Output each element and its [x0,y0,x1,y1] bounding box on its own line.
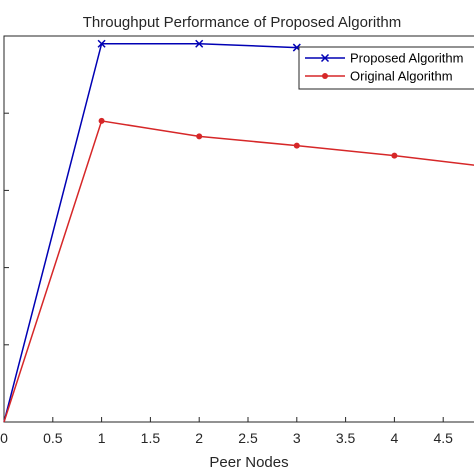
x-tick-label: 0 [0,430,8,446]
data-point [196,133,203,140]
x-tick-label: 3.5 [336,430,356,446]
chart-title: Throughput Performance of Proposed Algor… [83,14,402,31]
x-axis-ticks: 0 0.5 1 1.5 2 2.5 3 3.5 4 4.5 [0,417,453,446]
plot-frame [3,35,474,423]
legend-label: Proposed Algorithm [350,51,463,66]
data-point [391,152,398,159]
x-tick-label: 2 [195,430,203,446]
data-point [293,142,300,149]
x-tick-label: 1.5 [141,430,161,446]
legend-box [298,46,474,90]
x-tick-label: 4.5 [433,430,453,446]
x-tick-label: 4 [391,430,399,446]
data-point [97,39,106,48]
data-point [98,117,105,124]
data-point [195,39,204,48]
x-tick-label: 3 [293,430,301,446]
y-axis-ticks [4,112,9,346]
x-tick-label: 1 [98,430,106,446]
x-tick-label: 2.5 [238,430,258,446]
series-line [3,120,474,423]
legend-label: Original Algorithm [350,69,453,84]
plot-area: 0 0.5 1 1.5 2 2.5 3 3.5 4 4.5 [0,35,474,446]
x-axis-label: Peer Nodes [209,454,288,471]
x-tick-label: 0.5 [43,430,63,446]
legend-entry: Original Algorithm [305,69,453,84]
legend-entry: Proposed Algorithm [305,51,463,66]
legend[interactable]: Proposed Algorithm Original Algorithm [298,46,474,90]
